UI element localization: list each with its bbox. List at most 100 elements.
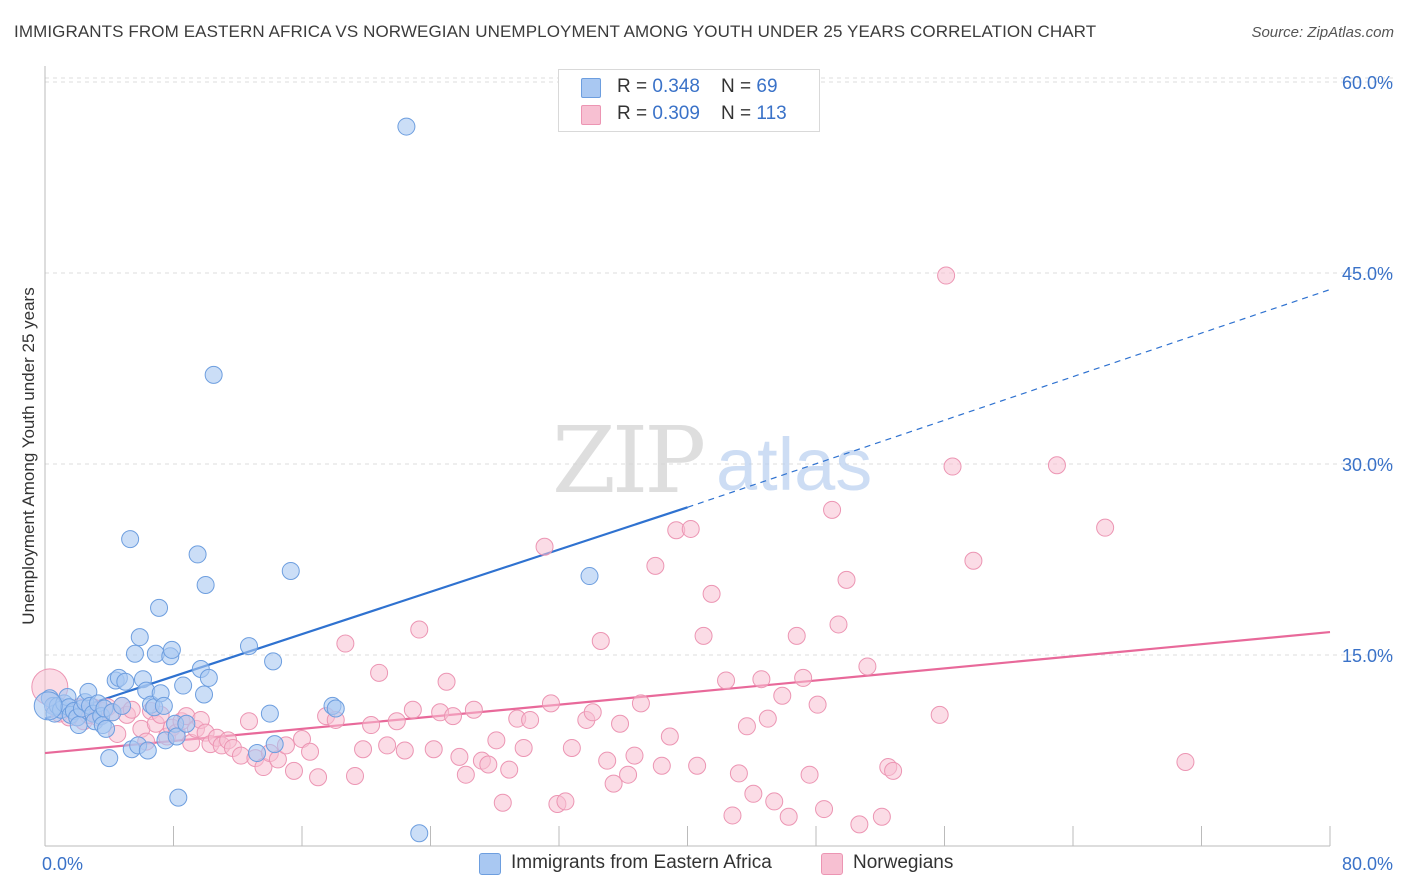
watermark-atlas: atlas bbox=[716, 423, 872, 506]
gridlines bbox=[45, 77, 1393, 656]
data-point-norwegians bbox=[611, 714, 630, 733]
data-point-norwegians bbox=[619, 765, 638, 784]
data-point-immigrants bbox=[260, 704, 279, 723]
data-point-norwegians bbox=[702, 584, 721, 603]
data-point-immigrants bbox=[281, 561, 300, 580]
legend-n-label: N = bbox=[721, 103, 757, 124]
data-point-norwegians bbox=[815, 800, 834, 819]
data-point-norwegians bbox=[583, 703, 602, 722]
x-tick-label-min: 0.0% bbox=[42, 854, 83, 874]
bottom-legend-swatch-pink bbox=[821, 853, 843, 875]
data-point-norwegians bbox=[794, 668, 813, 687]
trend-line-immigrants-projection bbox=[687, 288, 1331, 508]
legend-r-label: R = bbox=[617, 76, 653, 97]
x-tick-label-max: 80.0% bbox=[1342, 854, 1393, 874]
bottom-legend-swatch-blue bbox=[479, 853, 501, 875]
legend-n-value: 113 bbox=[756, 103, 787, 124]
legend-swatch-blue bbox=[581, 78, 601, 98]
data-point-norwegians bbox=[479, 755, 498, 774]
y-tick-label: 45.0% bbox=[1342, 264, 1393, 284]
data-point-norwegians bbox=[410, 620, 429, 639]
data-point-norwegians bbox=[688, 756, 707, 775]
data-point-immigrants bbox=[154, 696, 173, 715]
data-point-norwegians bbox=[493, 793, 512, 812]
data-point-immigrants bbox=[195, 685, 214, 704]
data-point-immigrants bbox=[116, 672, 135, 691]
data-point-norwegians bbox=[660, 727, 679, 746]
data-point-norwegians bbox=[284, 761, 303, 780]
watermark-zip: ZIP bbox=[552, 407, 703, 514]
data-point-norwegians bbox=[370, 663, 389, 682]
data-point-immigrants bbox=[265, 735, 284, 754]
data-point-norwegians bbox=[1176, 752, 1195, 771]
data-point-norwegians bbox=[758, 709, 777, 728]
data-point-immigrants bbox=[177, 714, 196, 733]
data-point-norwegians bbox=[744, 784, 763, 803]
data-point-immigrants bbox=[125, 644, 144, 663]
data-point-norwegians bbox=[717, 671, 736, 690]
data-point-norwegians bbox=[884, 761, 903, 780]
legend-r-value: 0.309 bbox=[652, 103, 700, 124]
data-point-norwegians bbox=[652, 756, 671, 775]
data-point-norwegians bbox=[631, 694, 650, 713]
series-norwegians bbox=[31, 266, 1195, 834]
data-point-norwegians bbox=[591, 631, 610, 650]
trend-lines bbox=[44, 288, 1331, 755]
legend: R = 0.348 N = 69 R = 0.309 N = 113 bbox=[558, 69, 820, 132]
data-point-norwegians bbox=[930, 705, 949, 724]
data-point-immigrants bbox=[69, 716, 88, 735]
data-point-norwegians bbox=[737, 717, 756, 736]
data-point-norwegians bbox=[456, 765, 475, 784]
legend-r-label: R = bbox=[617, 103, 653, 124]
legend-n-value: 69 bbox=[756, 76, 778, 97]
data-point-norwegians bbox=[514, 738, 533, 757]
y-tick-label: 60.0% bbox=[1342, 73, 1393, 93]
data-point-norwegians bbox=[487, 731, 506, 750]
data-point-norwegians bbox=[872, 807, 891, 826]
data-point-norwegians bbox=[723, 806, 742, 825]
trend-line-norwegians bbox=[44, 630, 1331, 755]
bottom-legend-label-norwegians: Norwegians bbox=[853, 852, 954, 873]
data-point-norwegians bbox=[787, 626, 806, 645]
data-point-norwegians bbox=[752, 670, 771, 689]
bottom-legend-label-immigrants: Immigrants from Eastern Africa bbox=[511, 852, 772, 873]
data-point-norwegians bbox=[681, 519, 700, 538]
y-axis-label: Unemployment Among Youth under 25 years bbox=[19, 287, 38, 624]
data-point-norwegians bbox=[541, 694, 560, 713]
data-point-norwegians bbox=[800, 765, 819, 784]
series-immigrants-eastern-africa bbox=[33, 117, 599, 843]
data-point-immigrants bbox=[264, 652, 283, 671]
data-point-immigrants bbox=[130, 628, 149, 647]
data-point-norwegians bbox=[437, 672, 456, 691]
data-point-norwegians bbox=[829, 615, 848, 634]
data-point-norwegians bbox=[625, 746, 644, 765]
trend-line-immigrants bbox=[44, 506, 688, 720]
data-point-norwegians bbox=[694, 626, 713, 645]
data-point-immigrants bbox=[169, 788, 188, 807]
data-point-immigrants bbox=[326, 699, 345, 718]
data-point-immigrants bbox=[138, 741, 157, 760]
data-point-norwegians bbox=[239, 712, 258, 731]
data-point-norwegians bbox=[604, 774, 623, 793]
data-point-norwegians bbox=[779, 807, 798, 826]
data-point-norwegians bbox=[937, 266, 956, 285]
data-point-norwegians bbox=[521, 710, 540, 729]
data-point-norwegians bbox=[1047, 456, 1066, 475]
data-point-norwegians bbox=[336, 634, 355, 653]
data-point-norwegians bbox=[773, 686, 792, 705]
legend-swatch-pink bbox=[581, 105, 601, 125]
data-point-norwegians bbox=[362, 716, 381, 735]
data-point-immigrants bbox=[239, 637, 258, 656]
data-point-immigrants bbox=[174, 676, 193, 695]
data-point-norwegians bbox=[424, 740, 443, 759]
data-point-immigrants bbox=[97, 719, 116, 738]
data-point-norwegians bbox=[443, 707, 462, 726]
data-point-norwegians bbox=[943, 457, 962, 476]
data-point-norwegians bbox=[598, 751, 617, 770]
data-point-norwegians bbox=[464, 700, 483, 719]
data-point-immigrants bbox=[410, 824, 429, 843]
data-point-norwegians bbox=[858, 657, 877, 676]
data-point-immigrants bbox=[33, 691, 63, 721]
data-point-norwegians bbox=[387, 712, 406, 731]
